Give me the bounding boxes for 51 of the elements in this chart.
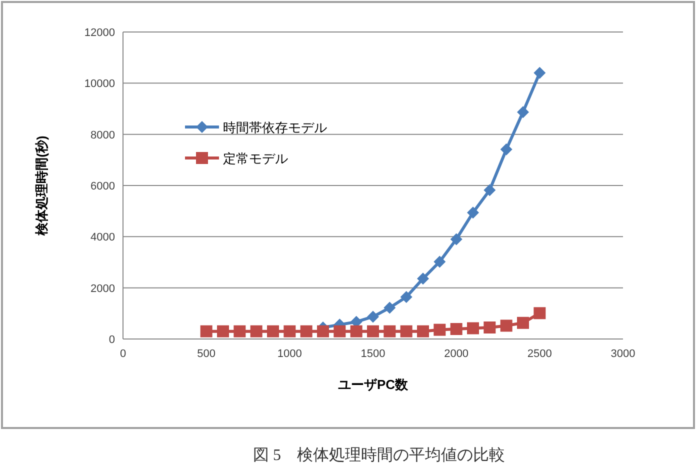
point [350, 325, 362, 338]
point [534, 66, 546, 79]
point [267, 325, 279, 338]
point [250, 325, 262, 338]
point [300, 325, 312, 338]
point [484, 321, 496, 334]
point [367, 325, 379, 338]
point [467, 206, 479, 219]
y-tick-label: 8000 [90, 129, 115, 142]
x-tick-label: 0 [120, 348, 126, 360]
point [484, 184, 496, 196]
point [367, 310, 379, 323]
y-tick-label: 0 [108, 334, 115, 346]
y-tick-label: 2000 [90, 282, 115, 295]
point [417, 325, 429, 338]
y-tick-label: 12000 [84, 27, 115, 39]
point [417, 272, 429, 285]
x-tick-label: 2500 [527, 348, 552, 360]
point [234, 325, 246, 338]
point [467, 322, 479, 334]
y-tick-label: 4000 [90, 232, 115, 244]
point [434, 324, 446, 336]
point [517, 106, 529, 118]
point [334, 325, 346, 338]
point [317, 325, 329, 338]
legend-label: 時間帯依存モデル [223, 120, 327, 135]
point [434, 256, 446, 268]
point [384, 302, 396, 314]
point [517, 316, 529, 329]
point [500, 320, 512, 332]
x-axis-title: ユーザPC数 [338, 377, 410, 392]
point [400, 291, 412, 304]
legend-label: 定常モデル [223, 151, 288, 166]
point [534, 307, 546, 320]
point [200, 325, 212, 338]
point [217, 325, 229, 338]
y-axis-title: 検体処理時間(秒) [34, 136, 49, 236]
point [450, 233, 462, 246]
x-tick-label: 500 [197, 348, 216, 360]
x-tick-label: 1500 [360, 348, 386, 360]
point [400, 325, 412, 338]
y-tick-label: 10000 [84, 78, 115, 90]
x-tick-label: 1000 [277, 348, 302, 360]
point [450, 323, 462, 336]
x-tick-label: 2000 [444, 348, 469, 360]
y-tick-label: 6000 [90, 180, 115, 192]
point [384, 325, 396, 338]
x-tick-label: 3000 [610, 348, 636, 360]
caption: 図 5 検体処理時間の平均値の比較 [253, 446, 505, 464]
point [500, 143, 512, 156]
point [284, 325, 296, 338]
